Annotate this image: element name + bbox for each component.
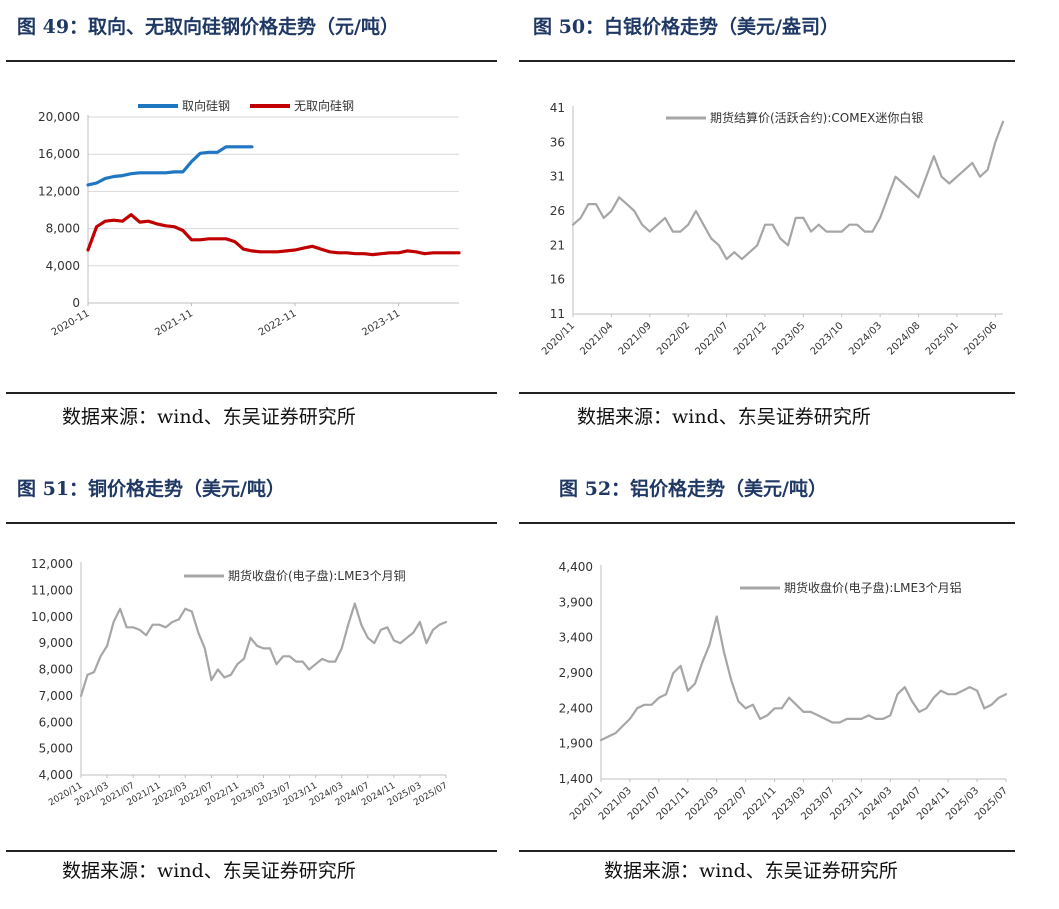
source-note: 数据来源：wind、东吴证券研究所 — [62, 406, 356, 428]
series-line — [599, 615, 1008, 742]
x-tick-label: 2022/02 — [655, 320, 692, 357]
top-rule — [6, 60, 497, 62]
series-line — [86, 145, 254, 187]
bottom-rule — [6, 850, 497, 852]
x-tick-label: 2021/04 — [578, 320, 615, 357]
y-tick-label: 4,400 — [559, 560, 593, 574]
x-tick-label: 2023/05 — [770, 320, 807, 357]
x-tick-label: 2024/03 — [847, 320, 884, 357]
x-tick-label: 2025/01 — [924, 320, 961, 357]
top-rule — [6, 522, 497, 524]
y-tick-label: 0 — [72, 296, 80, 310]
bottom-rule — [519, 850, 1015, 852]
x-tick-label: 2021-11 — [153, 308, 195, 338]
panel-52: 图 52：铝价格走势（美元/吨） 1,400 1,900 2,400 2,900 3,4… — [519, 452, 1059, 909]
x-tick-label: 2022/07 — [694, 320, 731, 357]
x-tick-label: 2022-11 — [257, 308, 299, 338]
x-tick-label: 2024/08 — [886, 320, 923, 357]
y-tick-label: 10,000 — [31, 610, 73, 624]
y-tick-label: 16 — [550, 273, 565, 287]
y-tick-label: 8,000 — [39, 663, 73, 677]
top-rule — [519, 60, 1015, 62]
x-tick-label: 2020/11 — [540, 320, 577, 357]
chart-51: 4,000 5,000 6,000 7,000 8,000 9,000 10,000 11,0… — [31, 557, 450, 808]
figure-title: 图 50：白银价格走势（美元/盎司） — [533, 16, 839, 38]
y-tick-label: 21 — [550, 238, 565, 252]
y-tick-label: 4,000 — [39, 768, 73, 782]
y-tick-label: 6,000 — [39, 715, 73, 729]
y-tick-label: 16,000 — [38, 147, 80, 161]
y-tick-label: 12,000 — [38, 184, 80, 198]
y-tick-label: 12,000 — [31, 557, 73, 571]
legend-label: 取向硅钢 — [182, 98, 230, 113]
y-tick-label: 3,400 — [559, 631, 593, 645]
source-note: 数据来源：wind、东吴证券研究所 — [62, 860, 356, 882]
bottom-rule — [6, 392, 497, 394]
panel-51: 图 51：铜价格走势（美元/吨） 4,000 5,000 6,000 7,000 8,0… — [0, 452, 529, 909]
panel-49: 图 49：取向、无取向硅钢价格走势（元/吨） 0 4,000 8,000 12,000… — [0, 0, 529, 440]
x-tick-label: 2023-11 — [360, 308, 402, 338]
y-tick-label: 8,000 — [46, 222, 80, 236]
y-tick-label: 11,000 — [31, 583, 73, 597]
y-tick-label: 9,000 — [39, 636, 73, 650]
y-tick-label: 26 — [550, 204, 565, 218]
legend-label: 无取向硅钢 — [294, 98, 354, 113]
y-tick-label: 31 — [550, 170, 565, 184]
x-tick-label: 2023/10 — [809, 320, 846, 357]
y-tick-label: 5,000 — [39, 742, 73, 756]
y-tick-label: 2,400 — [559, 701, 593, 715]
y-tick-label: 41 — [550, 101, 565, 115]
series-line — [571, 120, 1005, 261]
bottom-rule — [519, 392, 1015, 394]
legend-label: 期货收盘价(电子盘):LME3个月铜 — [228, 568, 406, 583]
figure-title: 图 49：取向、无取向硅钢价格走势（元/吨） — [17, 16, 399, 38]
source-note: 数据来源：wind、东吴证券研究所 — [604, 860, 898, 882]
y-tick-label: 1,400 — [559, 772, 593, 786]
series-line — [86, 213, 461, 257]
y-tick-label: 2,900 — [559, 666, 593, 680]
legend-label: 期货结算价(活跃合约):COMEX迷你白银 — [710, 110, 923, 125]
top-rule — [519, 522, 1015, 524]
figure-title: 图 51：铜价格走势（美元/吨） — [17, 478, 285, 500]
y-tick-label: 1,900 — [559, 737, 593, 751]
y-tick-label: 11 — [550, 307, 565, 321]
figure-title: 图 52：铝价格走势（美元/吨） — [559, 478, 827, 500]
x-tick-label: 2020-11 — [50, 308, 92, 338]
y-tick-label: 20,000 — [38, 110, 80, 124]
series-line — [79, 602, 448, 697]
chart-52: 1,4001,9002,4002,9003,4003,9004,4002020/… — [559, 560, 1010, 822]
panel-50: 图 50：白银价格走势（美元/盎司） 11 16 21 26 31 36 41 2020/11… — [519, 0, 1059, 440]
y-tick-label: 36 — [550, 135, 565, 149]
y-tick-label: 4,000 — [46, 259, 80, 273]
legend-label: 期货收盘价(电子盘):LME3个月铝 — [784, 580, 962, 595]
source-note: 数据来源：wind、东吴证券研究所 — [577, 406, 871, 428]
x-tick-label: 2021/09 — [617, 320, 654, 357]
y-tick-label: 7,000 — [39, 689, 73, 703]
chart-49: 0 4,000 8,000 12,000 16,000 20,000 2020-11 2021… — [38, 98, 461, 338]
x-tick-label: 2025/06 — [962, 320, 999, 357]
y-tick-label: 3,900 — [559, 595, 593, 609]
x-tick-label: 2022/12 — [732, 320, 769, 357]
